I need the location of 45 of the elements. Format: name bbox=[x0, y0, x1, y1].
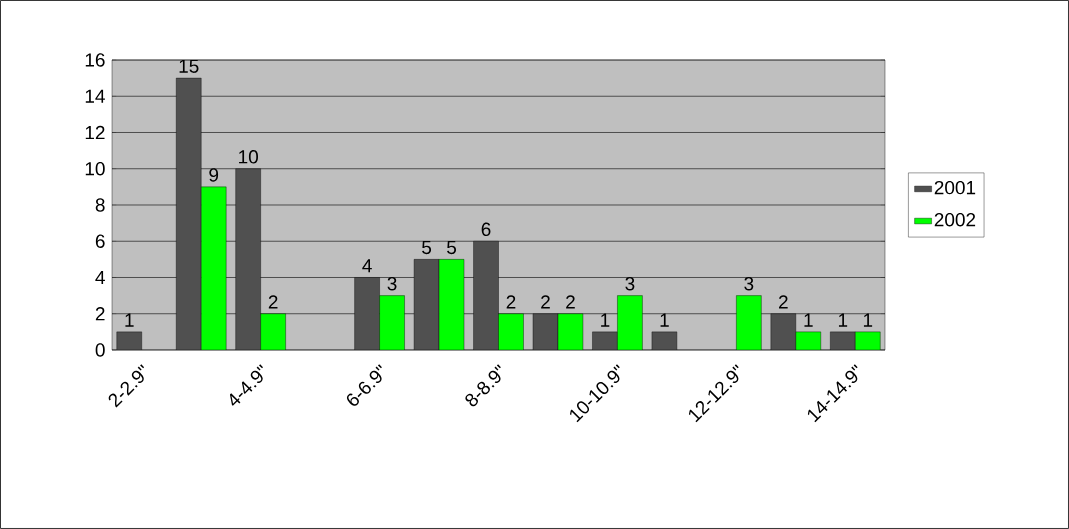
data-label: 1 bbox=[660, 313, 669, 327]
bar bbox=[354, 277, 380, 350]
data-label: 3 bbox=[744, 276, 754, 291]
data-label: 4 bbox=[362, 259, 372, 273]
data-label: 5 bbox=[447, 240, 457, 255]
y-tick-label: 0 bbox=[95, 343, 105, 357]
legend-label: 2002 bbox=[934, 212, 976, 227]
y-tick-label: 16 bbox=[85, 53, 105, 67]
bar bbox=[498, 313, 524, 350]
data-label: 2 bbox=[541, 295, 550, 309]
bar bbox=[617, 295, 643, 350]
bar bbox=[201, 186, 227, 350]
data-label: 5 bbox=[422, 240, 432, 255]
data-label: 1 bbox=[838, 313, 848, 327]
y-tick-label: 2 bbox=[95, 307, 105, 321]
data-label: 9 bbox=[209, 168, 219, 182]
data-label: 1 bbox=[601, 313, 610, 327]
data-label: 15 bbox=[179, 59, 199, 73]
bar bbox=[176, 77, 202, 350]
data-label: 2 bbox=[506, 295, 516, 309]
y-tick-label: 6 bbox=[95, 234, 105, 248]
data-label: 6 bbox=[481, 222, 491, 237]
data-label: 2 bbox=[779, 295, 788, 309]
bar bbox=[438, 259, 465, 350]
bar bbox=[379, 295, 405, 350]
data-label: 2 bbox=[268, 295, 278, 309]
bar bbox=[260, 313, 286, 350]
bar bbox=[770, 313, 797, 350]
bar bbox=[235, 168, 261, 350]
data-label: 1 bbox=[125, 313, 134, 327]
y-tick-label: 12 bbox=[85, 125, 105, 140]
y-tick-label: 8 bbox=[95, 198, 105, 212]
y-tick-label: 10 bbox=[85, 162, 105, 176]
data-label: 1 bbox=[863, 313, 873, 327]
data-label: 3 bbox=[625, 276, 635, 291]
bar bbox=[736, 295, 762, 350]
data-label: 2 bbox=[566, 295, 575, 309]
y-tick-label: 4 bbox=[95, 270, 105, 285]
legend-label: 2001 bbox=[934, 180, 976, 195]
y-tick-label: 14 bbox=[85, 89, 105, 103]
bar bbox=[413, 259, 440, 350]
bar bbox=[473, 241, 499, 350]
data-label: 10 bbox=[239, 150, 258, 164]
data-label: 3 bbox=[387, 276, 397, 291]
data-label: 1 bbox=[804, 313, 813, 327]
